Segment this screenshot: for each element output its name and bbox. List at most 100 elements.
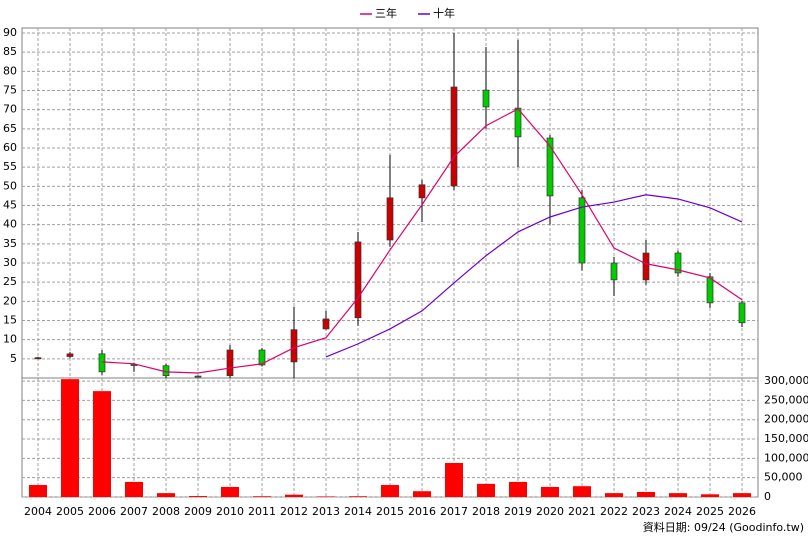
- x-tick-label: 2019: [504, 505, 532, 518]
- x-tick-label: 2004: [24, 505, 52, 518]
- y-tick-label: 80: [3, 64, 17, 77]
- volume-bar: [669, 493, 687, 497]
- candle-body: [354, 241, 362, 319]
- volume-bar: [573, 486, 591, 497]
- volume-bar: [381, 485, 399, 497]
- volume-bar: [29, 485, 47, 497]
- candle-body: [482, 89, 490, 108]
- x-tick-label: 2007: [120, 505, 148, 518]
- volume-bar: [93, 391, 111, 497]
- y-tick-label: 85: [3, 45, 17, 58]
- volume-bar: [349, 496, 367, 497]
- x-tick-label: 2018: [472, 505, 500, 518]
- x-tick-label: 2026: [728, 505, 756, 518]
- y-tick-label: 70: [3, 103, 17, 116]
- candle-body: [706, 276, 714, 304]
- candle-body: [66, 353, 74, 357]
- legend-label: 三年: [375, 6, 397, 20]
- x-tick-label: 2005: [56, 505, 84, 518]
- x-tick-label: 2013: [312, 505, 340, 518]
- y-tick-label: 15: [3, 313, 17, 326]
- x-tick-label: 2012: [280, 505, 308, 518]
- y-tick-label: 60: [3, 141, 17, 154]
- volume-bar: [445, 463, 463, 497]
- candle-body: [674, 252, 682, 274]
- candle-body: [514, 107, 522, 138]
- x-tick-label: 2011: [248, 505, 276, 518]
- volume-bar: [637, 491, 655, 497]
- y-tick-label: 50: [3, 179, 17, 192]
- volume-bar: [157, 493, 175, 497]
- volume-bar: [541, 486, 559, 497]
- volume-bar: [509, 481, 527, 497]
- volume-bar: [477, 483, 495, 497]
- candle-body: [610, 262, 618, 281]
- volume-bar: [605, 493, 623, 497]
- candle-body: [738, 302, 746, 324]
- y-tick-label: 30: [3, 256, 17, 269]
- y-tick-label: 50,000: [764, 471, 803, 484]
- y-tick-label: 90: [3, 26, 17, 39]
- legend-label: 十年: [433, 6, 455, 20]
- candle-body: [386, 197, 394, 241]
- volume-bar: [221, 486, 239, 497]
- x-tick-label: 2014: [344, 505, 372, 518]
- y-tick-label: 250,000: [764, 393, 808, 406]
- y-tick-label: 20: [3, 294, 17, 307]
- y-tick-label: 55: [3, 160, 17, 173]
- candle-body: [578, 197, 586, 264]
- volume-bar: [61, 379, 79, 497]
- candle-body: [194, 375, 202, 378]
- y-tick-label: 25: [3, 275, 17, 288]
- y-tick-label: 300,000: [764, 374, 808, 387]
- x-tick-label: 2008: [152, 505, 180, 518]
- volume-bar: [733, 493, 751, 497]
- line-series: [325, 194, 743, 358]
- y-tick-label: 5: [10, 352, 17, 365]
- candle-body: [290, 329, 298, 363]
- volume-bar: [125, 481, 143, 497]
- x-tick-label: 2020: [536, 505, 564, 518]
- x-tick-label: 2006: [88, 505, 116, 518]
- candle-body: [322, 318, 330, 330]
- candle-body: [34, 357, 42, 360]
- volume-bar: [413, 491, 431, 497]
- candle-body: [226, 349, 234, 377]
- candle-body: [642, 252, 650, 281]
- volume-bar: [189, 496, 207, 497]
- volume-bar: [253, 496, 271, 497]
- y-tick-label: 65: [3, 122, 17, 135]
- y-tick-label: 45: [3, 198, 17, 211]
- candle-body: [258, 349, 266, 366]
- y-tick-label: 100,000: [764, 451, 808, 464]
- y-tick-label: 200,000: [764, 413, 808, 426]
- footnote: 資料日期: 09/24 (Goodinfo.tw): [643, 520, 804, 534]
- candle-body: [162, 365, 170, 377]
- y-tick-label: 0: [764, 490, 771, 503]
- x-tick-label: 2023: [632, 505, 660, 518]
- x-tick-label: 2025: [696, 505, 724, 518]
- y-tick-label: 10: [3, 333, 17, 346]
- x-tick-label: 2009: [184, 505, 212, 518]
- x-tick-label: 2022: [600, 505, 628, 518]
- x-tick-label: 2010: [216, 505, 244, 518]
- candle-body: [418, 184, 426, 199]
- volume-bar: [317, 496, 335, 497]
- volume-bar: [285, 494, 303, 497]
- y-tick-label: 35: [3, 237, 17, 250]
- y-tick-label: 40: [3, 218, 17, 231]
- volume-bar: [701, 494, 719, 497]
- x-tick-label: 2016: [408, 505, 436, 518]
- x-tick-label: 2021: [568, 505, 596, 518]
- candle-body: [546, 137, 554, 197]
- y-tick-label: 75: [3, 83, 17, 96]
- y-tick-label: 150,000: [764, 432, 808, 445]
- candle-body: [98, 353, 106, 373]
- x-tick-label: 2024: [664, 505, 692, 518]
- line-series: [101, 108, 743, 374]
- candle-body: [450, 86, 458, 187]
- x-tick-label: 2017: [440, 505, 468, 518]
- x-tick-label: 2015: [376, 505, 404, 518]
